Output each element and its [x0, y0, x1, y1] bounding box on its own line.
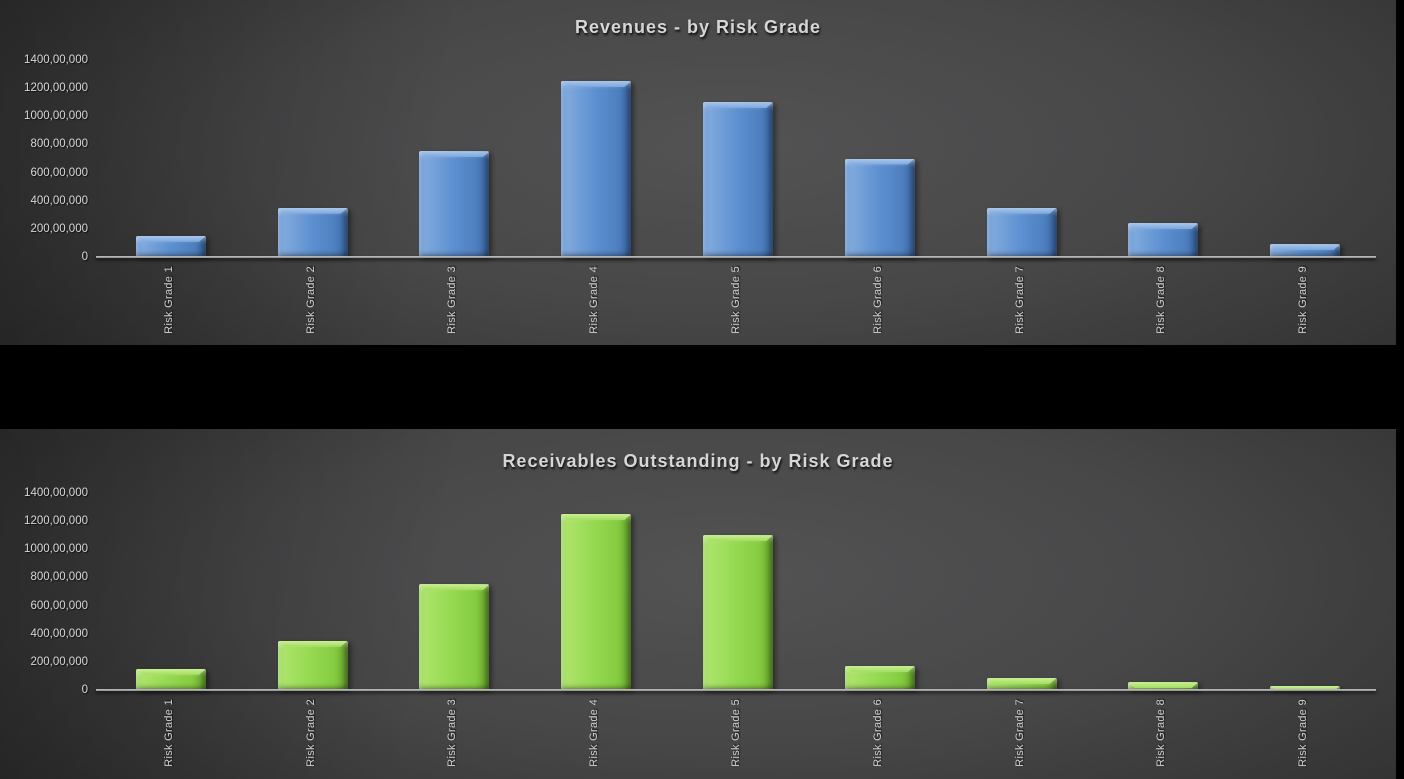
x-category-label: Risk Grade 6 — [871, 699, 884, 767]
y-tick-label: 1400,00,000 — [24, 54, 88, 66]
y-tick-label: 200,00,000 — [30, 222, 88, 235]
x-axis-line — [96, 255, 1376, 258]
bar — [419, 151, 490, 257]
y-tick-label: 0 — [81, 684, 88, 696]
x-category-label: Risk Grade 5 — [730, 266, 742, 334]
revenues-chart: Revenues - by Risk Grade 1400,00,000 1200… — [0, 0, 1396, 345]
bar — [986, 678, 1057, 690]
y-tick-label: 200,00,000 — [30, 655, 88, 668]
x-category-label: Risk Grade 8 — [1155, 699, 1168, 767]
x-category-label: Risk Grade 3 — [446, 699, 459, 767]
bar — [135, 668, 206, 690]
y-tick-label: 1200,00,000 — [24, 82, 88, 95]
y-tick-label: 800,00,000 — [30, 571, 88, 584]
y-tick-label: 1200,00,000 — [24, 515, 88, 528]
x-category-label: Risk Grade 9 — [1297, 699, 1310, 767]
y-tick-label: 0 — [81, 251, 88, 263]
x-category-label: Risk Grade 5 — [730, 699, 742, 767]
receivables-chart: Receivables Outstanding - by Risk Grade … — [0, 429, 1396, 779]
bar — [986, 207, 1057, 257]
y-tick-label: 1000,00,000 — [24, 543, 88, 556]
x-category-label: Risk Grade 1 — [162, 266, 175, 334]
x-category-label: Risk Grade 2 — [304, 266, 317, 334]
y-tick-label: 400,00,000 — [30, 194, 88, 207]
x-category-label: Risk Grade 9 — [1297, 266, 1310, 334]
y-tick-label: 600,00,000 — [30, 166, 88, 179]
bar — [1270, 685, 1341, 690]
x-category-label: Risk Grade 2 — [304, 699, 317, 767]
bar — [277, 640, 348, 690]
x-category-label: Risk Grade 1 — [162, 699, 175, 767]
bar — [419, 584, 490, 690]
bar — [844, 666, 915, 690]
bar — [561, 514, 632, 690]
x-category-label: Risk Grade 4 — [588, 266, 601, 334]
x-category-label: Risk Grade 7 — [1013, 266, 1026, 334]
y-tick-label: 800,00,000 — [30, 138, 88, 151]
chart-title: Receivables Outstanding - by Risk Grade — [502, 451, 894, 471]
y-tick-label: 400,00,000 — [30, 627, 88, 640]
bar — [703, 535, 773, 690]
bar — [277, 207, 348, 257]
bar — [1270, 244, 1341, 257]
y-tick-label: 1400,00,000 — [24, 487, 88, 499]
x-category-label: Risk Grade 3 — [446, 266, 459, 334]
x-category-label: Risk Grade 8 — [1155, 266, 1168, 334]
bar — [844, 158, 915, 257]
x-category-label: Risk Grade 4 — [588, 699, 601, 767]
bar — [1128, 223, 1199, 257]
x-category-label: Risk Grade 6 — [871, 266, 884, 334]
bar — [135, 235, 206, 257]
x-category-label: Risk Grade 7 — [1013, 699, 1026, 767]
y-tick-label: 600,00,000 — [30, 599, 88, 612]
y-tick-label: 1000,00,000 — [24, 110, 88, 123]
bar — [1128, 682, 1199, 690]
x-axis-line — [96, 688, 1376, 691]
bar — [703, 102, 773, 257]
bar — [561, 81, 632, 257]
chart-title: Revenues - by Risk Grade — [574, 17, 822, 37]
